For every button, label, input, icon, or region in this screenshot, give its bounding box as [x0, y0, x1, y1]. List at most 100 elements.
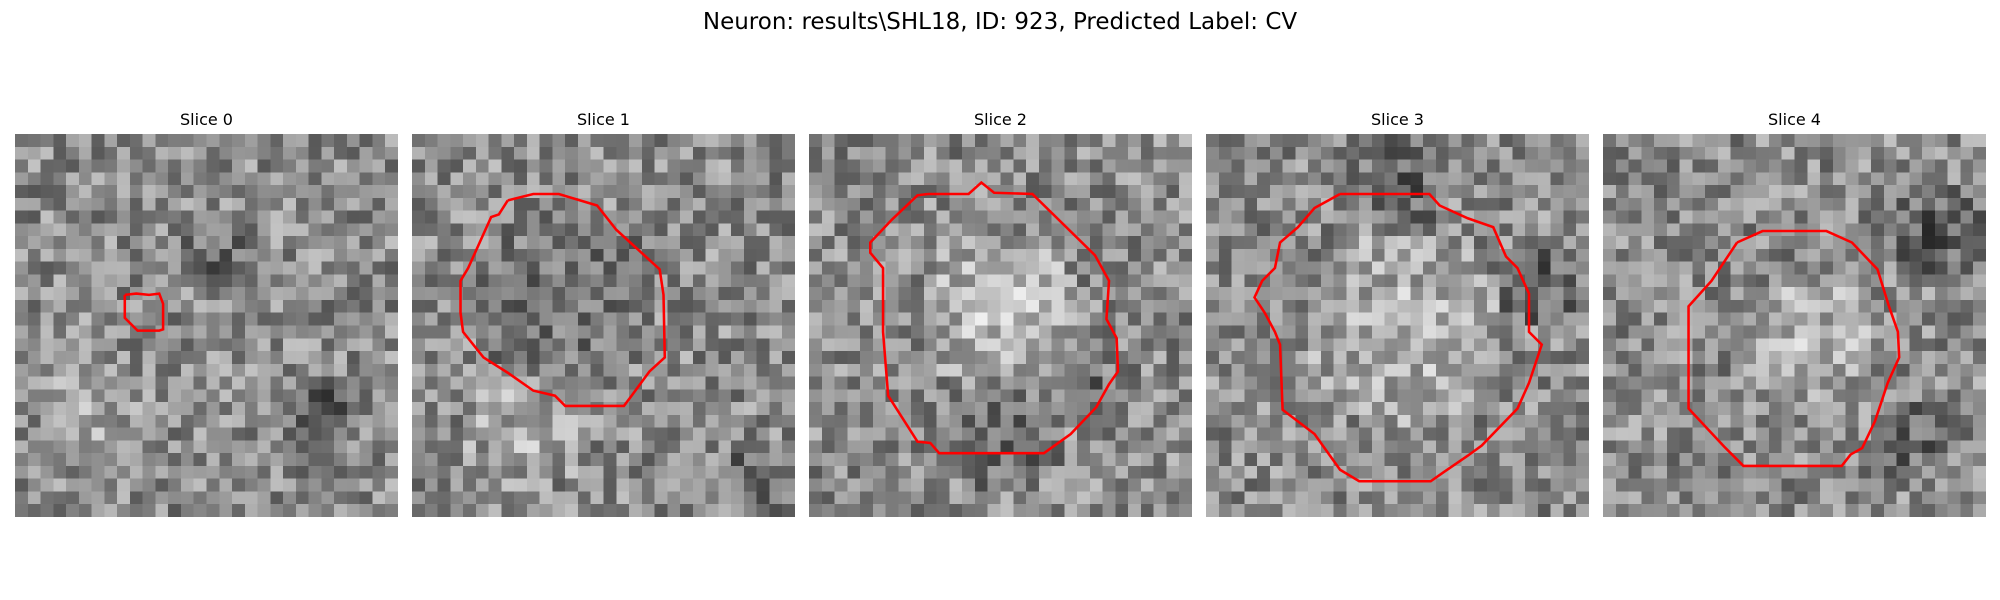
pixel	[526, 440, 540, 454]
pixel	[731, 453, 745, 467]
pixel	[270, 402, 284, 416]
pixel	[1102, 453, 1116, 467]
pixel	[1934, 299, 1948, 313]
pixel	[450, 351, 464, 365]
pixel	[180, 491, 194, 505]
pixel	[1089, 504, 1103, 517]
pixel	[1269, 287, 1283, 301]
pixel	[629, 491, 643, 505]
pixel	[1781, 248, 1795, 262]
pixel	[359, 414, 373, 428]
pixel	[1525, 453, 1539, 467]
pixel	[782, 402, 795, 416]
pixel	[514, 261, 528, 275]
pixel	[1435, 312, 1449, 326]
pixel	[552, 491, 566, 505]
pixel	[949, 172, 963, 186]
pixel	[27, 223, 41, 237]
pixel	[424, 376, 438, 390]
pixel	[1077, 172, 1091, 186]
pixel	[412, 478, 426, 492]
pixel	[1013, 478, 1027, 492]
pixel	[1038, 261, 1052, 275]
pixel	[1909, 223, 1923, 237]
pixel	[616, 351, 630, 365]
pixel	[1179, 389, 1192, 403]
pixel	[1603, 287, 1617, 301]
pixel	[1064, 146, 1078, 160]
pixel	[782, 172, 795, 186]
pixel	[219, 465, 233, 479]
pixel	[616, 363, 630, 377]
pixel	[1435, 491, 1449, 505]
pixel	[1051, 414, 1065, 428]
pixel	[1973, 504, 1986, 517]
pixel	[1115, 491, 1129, 505]
pixel	[860, 159, 874, 173]
pixel	[885, 478, 899, 492]
pixel	[705, 376, 719, 390]
pixel	[1807, 248, 1821, 262]
pixel	[1499, 172, 1513, 186]
pixel	[974, 172, 988, 186]
pixel	[1512, 363, 1526, 377]
pixel	[180, 248, 194, 262]
pixel	[1756, 440, 1770, 454]
pixel	[359, 172, 373, 186]
pixel	[283, 236, 297, 250]
pixel	[1705, 465, 1719, 479]
pixel	[743, 389, 757, 403]
pixel	[667, 363, 681, 377]
pixel	[1320, 478, 1334, 492]
pixel	[1896, 363, 1910, 377]
pixel	[1282, 465, 1296, 479]
pixel	[1295, 299, 1309, 313]
pixel	[232, 146, 246, 160]
pixel	[1909, 299, 1923, 313]
pixel	[616, 376, 630, 390]
pixel	[1794, 312, 1808, 326]
pixel	[1244, 197, 1258, 211]
pixel	[603, 363, 617, 377]
pixel	[1038, 172, 1052, 186]
pixel	[1474, 312, 1488, 326]
pixel	[1563, 197, 1577, 211]
pixel	[193, 172, 207, 186]
pixel	[1371, 299, 1385, 313]
pixel	[475, 465, 489, 479]
pixel	[1295, 440, 1309, 454]
pixel	[885, 453, 899, 467]
pixel	[40, 389, 54, 403]
pixel	[193, 465, 207, 479]
pixel	[1743, 465, 1757, 479]
pixel	[923, 274, 937, 288]
pixel	[1615, 338, 1629, 352]
pixel	[1308, 261, 1322, 275]
pixel	[641, 210, 655, 224]
pixel	[514, 197, 528, 211]
pixel	[539, 236, 553, 250]
pixel	[1705, 402, 1719, 416]
pixel	[321, 236, 335, 250]
pixel	[1359, 427, 1373, 441]
pixel	[1654, 338, 1668, 352]
pixel	[295, 465, 309, 479]
pixel	[193, 312, 207, 326]
pixel	[769, 134, 783, 148]
pixel	[129, 172, 143, 186]
pixel	[308, 363, 322, 377]
pixel	[1206, 261, 1220, 275]
pixel	[641, 185, 655, 199]
pixel	[1179, 440, 1192, 454]
pixel	[1410, 440, 1424, 454]
pixel	[1666, 478, 1680, 492]
pixel	[15, 363, 29, 377]
pixel	[270, 363, 284, 377]
pixel	[1448, 299, 1462, 313]
pixel	[1206, 248, 1220, 262]
pixel	[463, 325, 477, 339]
pixel	[1550, 351, 1564, 365]
pixel	[40, 427, 54, 441]
pixel	[1654, 427, 1668, 441]
pixel	[283, 427, 297, 441]
